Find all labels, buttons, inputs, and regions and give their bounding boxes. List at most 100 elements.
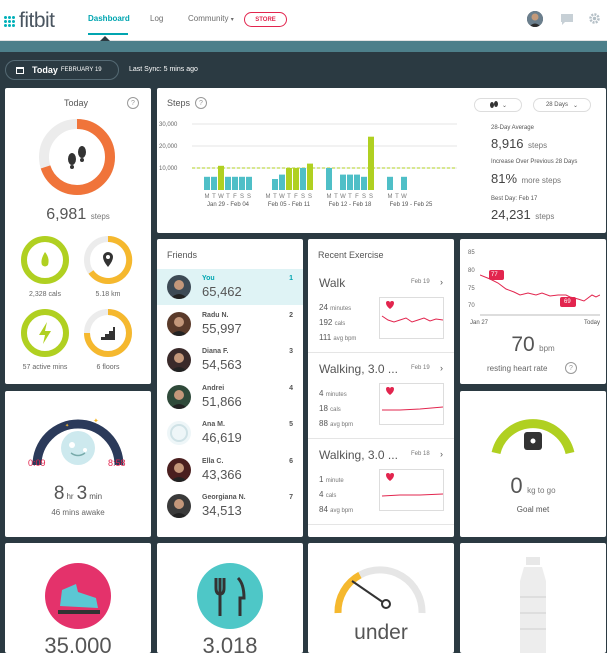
- step-bar[interactable]: [401, 176, 407, 190]
- step-bar[interactable]: [218, 165, 224, 190]
- heart-icon: [386, 473, 394, 481]
- calories-value: 2,328: [29, 291, 47, 298]
- goal-label: Goal met: [516, 505, 550, 514]
- messages-icon[interactable]: [560, 13, 574, 25]
- nav-dashboard[interactable]: Dashboard: [88, 14, 130, 23]
- avatar[interactable]: [167, 421, 191, 445]
- minutes-value: 1: [319, 475, 324, 484]
- help-icon[interactable]: ?: [127, 97, 139, 109]
- help-icon[interactable]: ?: [565, 362, 577, 374]
- step-bar[interactable]: [300, 168, 306, 190]
- fitbit-logo[interactable]: fitbit: [4, 9, 55, 33]
- y-tick-label: 20,000: [159, 144, 178, 150]
- calorie-balance-tile[interactable]: under: [308, 543, 454, 653]
- step-bar[interactable]: [307, 163, 313, 190]
- steps-tile[interactable]: Steps ? 30,000 20,000 10,000 M T W T F S S M T W T F S S…: [157, 88, 606, 233]
- gear-icon[interactable]: [588, 12, 601, 25]
- badge-value: 35,000: [44, 633, 112, 653]
- friend-row[interactable]: Georgiana N. 34,513 7: [157, 488, 303, 524]
- friend-rank: 4: [289, 384, 293, 392]
- chevron-right-icon[interactable]: ›: [440, 363, 443, 373]
- exercise-calories: 4 cals: [319, 490, 336, 499]
- step-bar[interactable]: [246, 176, 252, 190]
- nav-community[interactable]: Community ▾: [188, 14, 234, 23]
- heart-rate-tile[interactable]: 85 80 75 70 77 69 Jan 27 Today 70 bpm re…: [460, 239, 606, 384]
- heart-rate-line: [381, 315, 444, 323]
- bpm-value: 88: [319, 419, 328, 428]
- step-bar[interactable]: [279, 174, 285, 190]
- step-bar[interactable]: [272, 179, 278, 190]
- avatar[interactable]: [167, 384, 191, 409]
- food-tile[interactable]: 3,018: [157, 543, 303, 653]
- nav-log[interactable]: Log: [150, 14, 164, 23]
- steps-ring: [39, 119, 115, 195]
- exercise-heart-chart: [379, 469, 444, 511]
- day-label: W: [401, 194, 407, 200]
- step-bar[interactable]: [354, 174, 360, 190]
- avatar[interactable]: [167, 457, 191, 482]
- friend-row[interactable]: Ana M. 46,619 5: [157, 415, 303, 451]
- sleep-tile[interactable]: ✦ ✦ 0:09 8:58 8 hr 3 min 46 mins awake: [5, 391, 151, 537]
- badge-tile[interactable]: 35,000: [5, 543, 151, 653]
- step-bar[interactable]: [387, 176, 393, 190]
- steps-count: 6,981 steps: [5, 206, 151, 224]
- step-bar[interactable]: [225, 176, 231, 190]
- tile-title: Recent Exercise: [318, 250, 384, 260]
- weight-tile[interactable]: 0 kg to go Goal met: [460, 391, 606, 537]
- metric-dropdown[interactable]: ⌄: [474, 98, 522, 112]
- period-dropdown[interactable]: 28 Days ⌄: [533, 98, 591, 112]
- help-icon[interactable]: ?: [195, 97, 207, 109]
- friends-tile[interactable]: Friends You 65,462 1 Radu N. 55,997 2 Diana F.…: [157, 239, 303, 537]
- sleep-hours: 8: [53, 483, 65, 504]
- heart-y-tick: 75: [468, 286, 475, 292]
- step-bar[interactable]: [368, 136, 374, 190]
- avatar[interactable]: [167, 275, 191, 299]
- friend-row[interactable]: Andrei 51,866 4: [157, 379, 303, 415]
- step-bar[interactable]: [326, 168, 332, 190]
- step-bar[interactable]: [293, 168, 299, 190]
- friend-row[interactable]: Ella C. 43,366 6: [157, 452, 303, 488]
- day-label: T: [395, 194, 399, 200]
- exercise-name: Walking, 3.0 ...: [319, 448, 398, 462]
- step-bar[interactable]: [232, 176, 238, 190]
- exercise-calories: 192 cals: [319, 318, 345, 327]
- exercise-item[interactable]: Walking, 3.0 ... Feb 18 › 1 minute 4 cals 84 …: [308, 439, 454, 525]
- nav-community-label: Community: [188, 14, 229, 23]
- user-avatar[interactable]: [527, 11, 543, 27]
- step-bar[interactable]: [286, 168, 292, 190]
- exercise-item[interactable]: Walk Feb 19 › 24 minutes 192 cals 111 avg bpm: [308, 267, 454, 353]
- friend-rank: 3: [289, 348, 293, 355]
- friend-row[interactable]: Diana F. 54,563 3: [157, 342, 303, 378]
- avatar[interactable]: [167, 311, 191, 336]
- water-tile[interactable]: [460, 543, 606, 653]
- active-minutes-ring: [21, 309, 69, 357]
- day-label: T: [287, 194, 291, 200]
- friend-row[interactable]: Radu N. 55,997 2: [157, 306, 303, 342]
- today-tile[interactable]: Today ? 6,981 steps 2,328 cals 5.18 km 5…: [5, 88, 151, 384]
- step-bar[interactable]: [239, 176, 245, 190]
- date-selector[interactable]: Today FEBRUARY 19: [5, 60, 119, 80]
- water-bottle-icon: [520, 557, 546, 653]
- friend-steps: 55,997: [202, 320, 242, 336]
- average-stat: 8,916 steps: [491, 135, 547, 153]
- heart-rate-unit: bpm: [539, 344, 555, 353]
- friend-row-you[interactable]: You 65,462 1: [157, 269, 303, 305]
- step-bar[interactable]: [204, 176, 210, 190]
- chevron-right-icon[interactable]: ›: [440, 277, 443, 287]
- recent-exercise-tile[interactable]: Recent Exercise Walk Feb 19 › 24 minutes 192…: [308, 239, 454, 537]
- avatar[interactable]: [167, 348, 191, 372]
- chevron-right-icon[interactable]: ›: [440, 449, 443, 459]
- avatar[interactable]: [167, 494, 191, 518]
- step-bar[interactable]: [361, 176, 367, 190]
- exercise-item[interactable]: Walking, 3.0 ... Feb 19 › 4 minutes 18 cals 8…: [308, 353, 454, 439]
- step-bar[interactable]: [347, 174, 353, 190]
- heart-y-tick: 85: [468, 250, 475, 256]
- average-value: 8,916: [491, 136, 524, 151]
- bpm-unit: avg bpm: [330, 508, 354, 514]
- store-button[interactable]: STORE: [244, 12, 287, 27]
- day-label: M: [266, 194, 271, 200]
- heart-icon: [386, 387, 394, 395]
- step-bar[interactable]: [211, 176, 217, 190]
- step-bar[interactable]: [340, 174, 346, 190]
- exercise-heart-rate: 84 avg bpm: [319, 505, 353, 514]
